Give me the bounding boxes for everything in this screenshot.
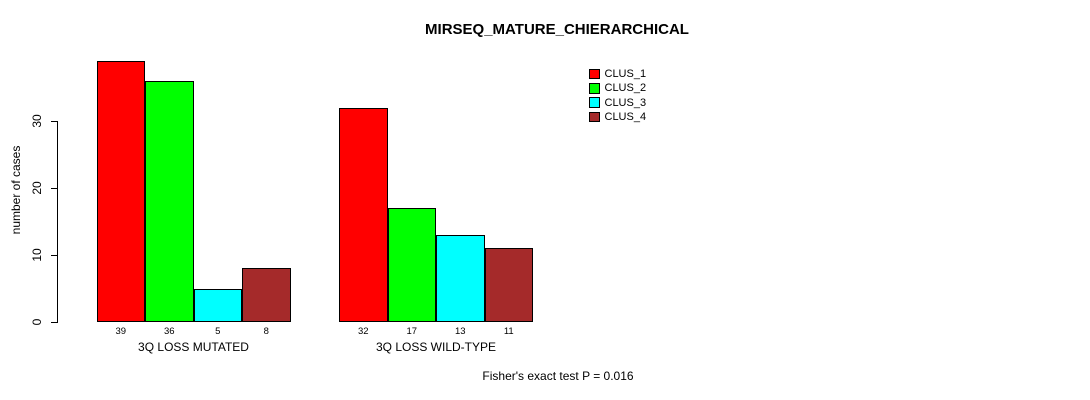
legend-swatch-clus_3 (589, 97, 600, 108)
bar-value-label: 5 (215, 326, 221, 337)
y-tick-label: 20 (30, 181, 44, 195)
bar-value-label: 17 (406, 326, 418, 337)
y-tick-mark (51, 255, 58, 256)
bar-clus_3-group2 (436, 234, 485, 322)
bar-clus_1-group2 (339, 107, 388, 322)
legend-label: CLUS_4 (604, 111, 647, 124)
bar-clus_4-group1 (242, 268, 291, 322)
legend-label: CLUS_3 (604, 96, 647, 109)
y-tick-label: 0 (30, 318, 44, 326)
bar-value-label: 39 (115, 326, 127, 337)
legend-item-clus_1: CLUS_1 (589, 67, 646, 81)
y-tick-label: 30 (30, 114, 44, 128)
legend-label: CLUS_1 (604, 68, 647, 81)
bar-value-label: 11 (503, 326, 514, 337)
bar-clus_1-group1 (96, 60, 145, 322)
y-axis-label: number of cases (9, 145, 23, 235)
legend-swatch-clus_2 (589, 83, 600, 94)
legend-item-clus_4: CLUS_4 (589, 110, 646, 124)
x-category-label-group1: 3Q LOSS MUTATED (138, 340, 249, 354)
y-tick-mark (51, 188, 58, 189)
legend-swatch-clus_1 (589, 68, 600, 80)
annotation-fisher-test: Fisher's exact test P = 0.016 (482, 369, 634, 383)
bar-value-label: 13 (454, 326, 466, 337)
legend-item-clus_3: CLUS_3 (589, 96, 646, 110)
bar-value-label: 36 (163, 326, 175, 337)
legend-item-clus_2: CLUS_2 (589, 81, 646, 95)
bar-clus_4-group2 (484, 248, 533, 322)
chart-title: MIRSEQ_MATURE_CHIERARCHICAL (425, 21, 689, 38)
bar-clus_2-group1 (145, 80, 194, 322)
x-category-label-group2: 3Q LOSS WILD-TYPE (375, 340, 497, 354)
legend-label: CLUS_2 (604, 82, 647, 95)
bar-value-label: 8 (263, 326, 269, 337)
bar-clus_2-group2 (387, 208, 436, 322)
y-tick-mark (51, 322, 58, 323)
y-axis-line (57, 121, 58, 323)
bar-value-label: 32 (357, 326, 369, 337)
bar-clus_3-group1 (193, 288, 242, 322)
legend: CLUS_1 CLUS_2 CLUS_3 CLUS_4 (589, 67, 646, 124)
y-tick-mark (51, 121, 58, 122)
legend-swatch-clus_4 (589, 111, 600, 123)
y-tick-label: 10 (30, 248, 44, 262)
